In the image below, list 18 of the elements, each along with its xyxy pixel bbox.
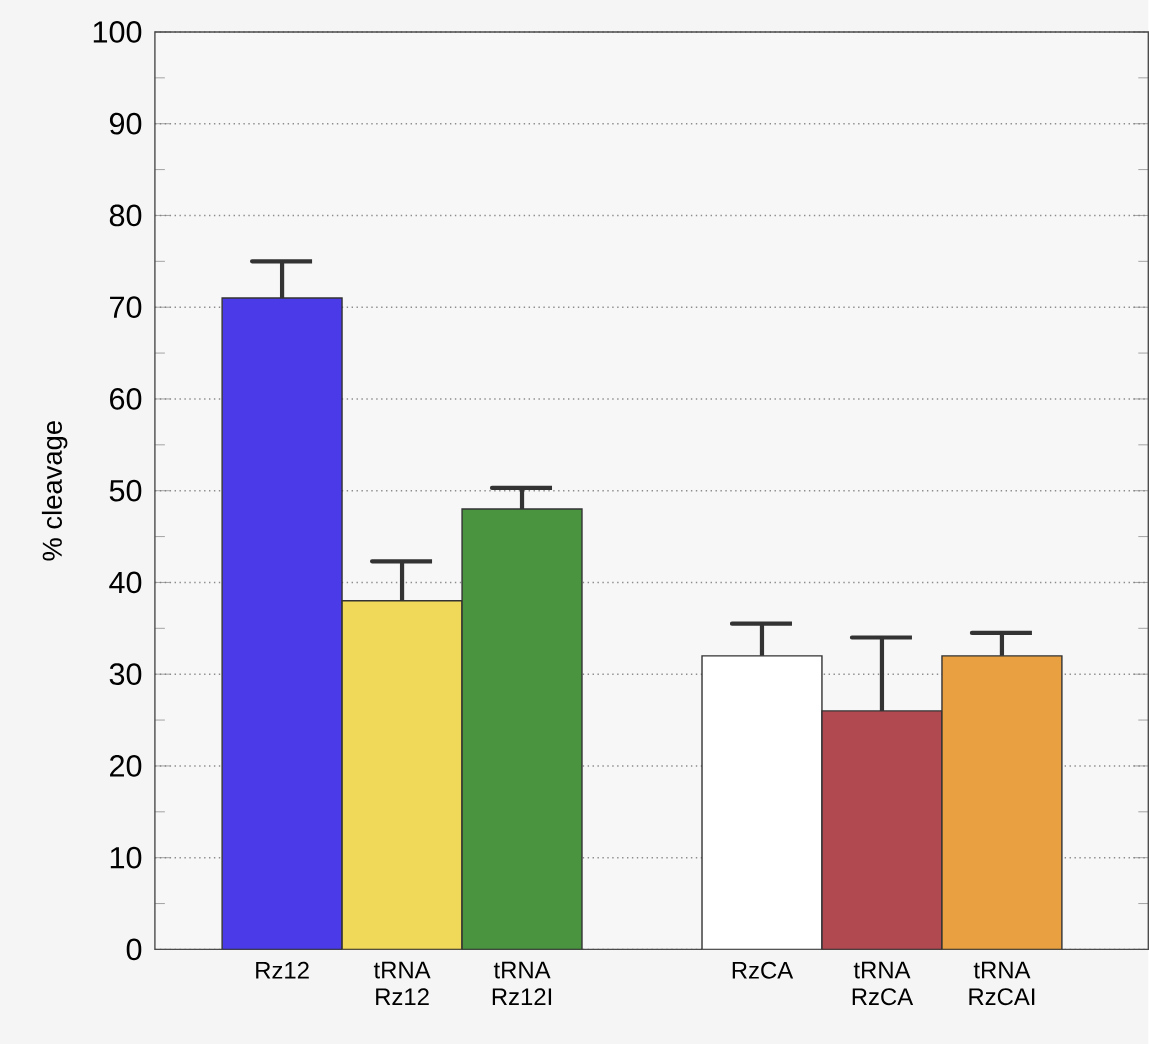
x-tick-label: tRNA RzCA xyxy=(852,961,914,1006)
y-tick-label: 50 xyxy=(109,479,142,502)
x-tick-label: tRNA RzCAI xyxy=(969,961,1035,1006)
y-tick-label: 30 xyxy=(109,663,142,685)
y-tick-label: 20 xyxy=(110,754,142,777)
y-tick-label: 100 xyxy=(93,20,142,43)
y-tick-label: 0 xyxy=(126,938,142,961)
y-tick-label: 90 xyxy=(109,112,142,135)
y-tick-label: 10 xyxy=(110,846,142,869)
x-tick-label: tRNA Rz12 xyxy=(373,961,431,1005)
y-tick-label: 40 xyxy=(109,571,142,594)
y-tick-label: 80 xyxy=(109,204,142,227)
y-tick-label: 60 xyxy=(110,387,142,410)
x-tick-label: tRNA Rz12I xyxy=(492,961,552,1005)
x-tick-label: Rz12 xyxy=(256,961,309,979)
y-tick-label: 70 xyxy=(110,296,142,318)
x-tick-label: RzCA xyxy=(732,961,794,979)
y-axis-title: % cleavage xyxy=(41,421,68,561)
